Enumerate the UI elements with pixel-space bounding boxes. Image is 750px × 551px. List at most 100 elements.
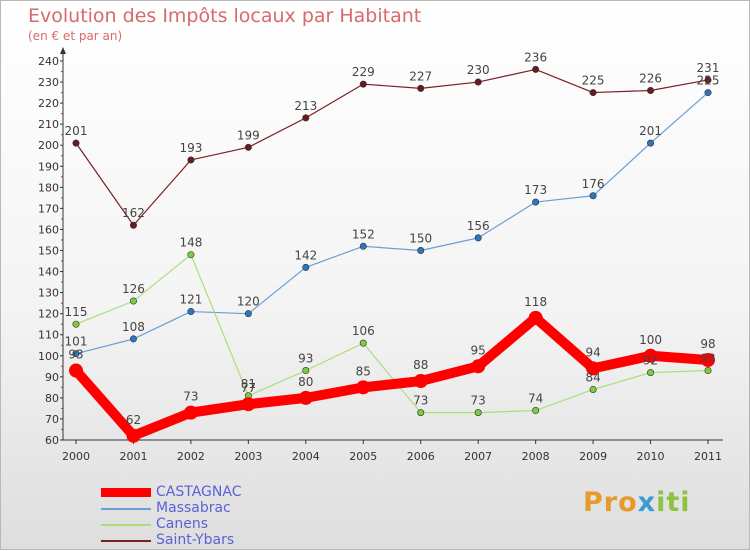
data-label-massabrac: 108 <box>122 320 145 334</box>
data-label-canens: 81 <box>241 377 256 391</box>
x-tick-label: 2003 <box>234 450 262 463</box>
data-point-castagnac <box>701 352 715 367</box>
data-label-castagnac: 80 <box>298 375 313 389</box>
chart-title: Evolution des Impôts locaux par Habitant <box>28 5 422 27</box>
data-point-canens <box>187 251 195 259</box>
data-point-castagnac <box>586 361 601 376</box>
data-point-massabrac <box>129 335 137 343</box>
x-tick-label: 2000 <box>62 450 90 463</box>
data-point-canens <box>647 369 655 377</box>
logo-part-2: x <box>637 487 657 518</box>
data-label-saint-ybars: 225 <box>582 74 605 88</box>
data-label-canens: 148 <box>179 236 202 250</box>
legend-label-saint-ybars: Saint-Ybars <box>156 532 235 548</box>
data-point-saint-ybars <box>647 86 655 94</box>
data-point-massabrac <box>474 234 482 242</box>
data-point-massabrac <box>72 350 80 358</box>
data-label-canens: 93 <box>298 352 313 366</box>
data-label-saint-ybars: 193 <box>179 141 202 155</box>
legend-swatch-castagnac <box>101 488 151 497</box>
labels-canens: 115 126 148 81 93 106 73 73 74 84 92 93 <box>65 236 716 408</box>
y-tick-label: 130 <box>38 287 59 300</box>
series-canens <box>72 251 712 417</box>
y-tick-label: 110 <box>38 329 59 342</box>
y-tick-label: 60 <box>45 434 59 447</box>
data-label-castagnac: 94 <box>585 345 600 359</box>
data-label-canens: 93 <box>700 352 715 366</box>
data-point-castagnac <box>356 380 371 395</box>
y-tick-label: 170 <box>38 202 59 215</box>
x-tick-label: 2005 <box>349 450 377 463</box>
data-point-castagnac <box>471 359 486 374</box>
legend-label-castagnac: CASTAGNAC <box>156 484 242 500</box>
logo-part-1: Pro <box>583 487 638 518</box>
y-tick-label: 70 <box>45 413 59 426</box>
data-label-massabrac: 225 <box>697 74 720 88</box>
series-line-canens <box>75 254 709 414</box>
labels-saint-ybars: 201 162 193 199 213 229 227 230 236 225 226 231 <box>65 50 720 220</box>
x-tick-label: 2001 <box>119 450 147 463</box>
data-point-canens <box>129 297 137 305</box>
data-point-canens <box>704 367 712 375</box>
y-tick-label: 180 <box>38 181 59 194</box>
data-label-canens: 115 <box>65 305 88 319</box>
data-label-castagnac: 98 <box>700 337 715 351</box>
data-label-massabrac: 156 <box>467 219 490 233</box>
x-tick-label: 2007 <box>464 450 492 463</box>
data-point-canens <box>417 409 425 417</box>
data-point-saint-ybars <box>244 143 252 151</box>
data-point-castagnac <box>69 363 83 378</box>
data-point-saint-ybars <box>72 139 80 147</box>
y-tick-label: 140 <box>38 266 59 279</box>
data-label-castagnac: 62 <box>126 413 141 427</box>
data-point-saint-ybars <box>474 78 482 86</box>
data-point-castagnac <box>643 348 658 363</box>
data-label-massabrac: 120 <box>237 295 260 309</box>
data-label-castagnac: 88 <box>413 358 428 372</box>
data-point-canens <box>589 385 597 393</box>
data-point-canens <box>72 320 80 328</box>
data-point-castagnac <box>528 310 543 325</box>
y-tick-label: 120 <box>38 308 59 321</box>
data-point-castagnac <box>241 397 256 412</box>
data-label-castagnac: 100 <box>639 333 662 347</box>
data-label-castagnac: 77 <box>241 381 256 395</box>
data-label-canens: 73 <box>413 394 428 408</box>
labels-massabrac: 101 108 121 120 142 152 150 156 173 176 201 225 <box>65 74 720 349</box>
y-tick-label: 90 <box>45 371 59 384</box>
legend-label-massabrac: Massabrac <box>156 500 231 516</box>
data-label-canens: 126 <box>122 282 145 296</box>
data-label-canens: 92 <box>643 354 658 368</box>
data-point-massabrac <box>704 89 712 97</box>
legend-swatch-massabrac <box>101 508 151 510</box>
data-label-massabrac: 176 <box>582 177 605 191</box>
series-line-saint-ybars <box>75 68 709 226</box>
data-label-canens: 73 <box>471 394 486 408</box>
x-tick-label: 2002 <box>177 450 205 463</box>
data-label-saint-ybars: 230 <box>467 63 490 77</box>
x-tick-label: 2009 <box>579 450 607 463</box>
data-point-massabrac <box>359 242 367 250</box>
data-label-massabrac: 121 <box>179 293 202 307</box>
logo-part-3: iti <box>656 487 691 518</box>
series-massabrac <box>72 89 712 358</box>
series-castagnac <box>69 310 715 443</box>
data-label-saint-ybars: 236 <box>524 50 547 64</box>
data-point-saint-ybars <box>417 84 425 92</box>
y-tick-label: 220 <box>38 97 59 110</box>
data-point-saint-ybars <box>359 80 367 88</box>
data-label-canens: 84 <box>585 370 600 384</box>
y-tick-label: 190 <box>38 160 59 173</box>
data-point-canens <box>532 407 540 415</box>
data-label-saint-ybars: 227 <box>409 69 432 83</box>
data-label-canens: 74 <box>528 392 543 406</box>
y-tick-label: 160 <box>38 223 59 236</box>
y-tick-label: 200 <box>38 139 59 152</box>
data-point-massabrac <box>532 198 540 206</box>
data-label-saint-ybars: 231 <box>697 61 720 75</box>
legend-swatch-canens <box>101 524 151 526</box>
y-tick-label: 80 <box>45 392 59 405</box>
data-label-castagnac: 73 <box>183 390 198 404</box>
